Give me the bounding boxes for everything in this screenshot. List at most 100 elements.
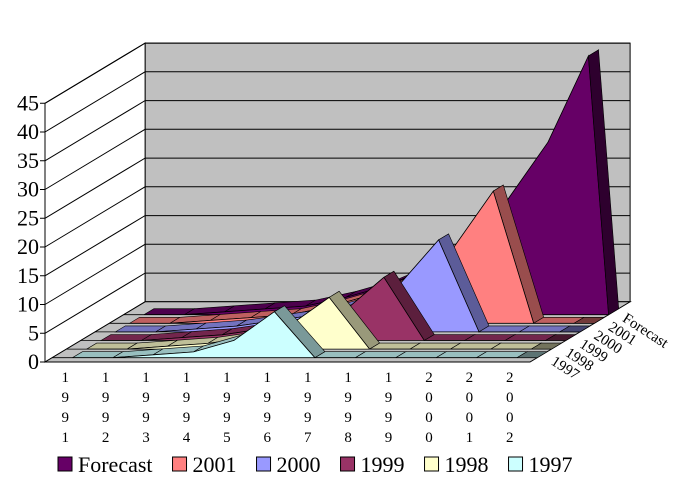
series-cap-1997 — [515, 351, 549, 359]
legend: Forecast 2001 2000 1999 1998 1997 — [57, 452, 573, 477]
x-tick-char: 0 — [425, 430, 433, 446]
x-tick-char: 9 — [223, 390, 231, 406]
legend-label: 1999 — [361, 452, 405, 477]
x-tick-char: 1 — [102, 370, 110, 386]
legend-item-Forecast: Forecast — [57, 452, 153, 477]
x-tick-char: 9 — [304, 410, 312, 426]
legend-item-1999: 1999 — [340, 452, 405, 477]
legend-label: 1998 — [445, 452, 489, 477]
x-tick-char: 9 — [61, 410, 69, 426]
x-tick-char: 0 — [425, 410, 433, 426]
x-tick-char: 1 — [142, 370, 150, 386]
x-tick-char: 8 — [344, 430, 352, 446]
x-tick-char: 9 — [183, 390, 191, 406]
gridline — [44, 215, 631, 277]
gridline — [44, 186, 631, 248]
legend-swatch — [508, 456, 524, 472]
x-tick-char: 9 — [344, 390, 352, 406]
x-tick-char: 9 — [142, 390, 150, 406]
x-tick-char: 0 — [506, 390, 514, 406]
legend-label: 1997 — [529, 452, 573, 477]
y-tick-label: 35 — [17, 148, 39, 173]
gridline — [44, 128, 631, 190]
x-tick-char: 6 — [264, 430, 272, 446]
x-tick-char: 1 — [304, 370, 312, 386]
gridline — [44, 42, 631, 104]
x-tick-char: 1 — [61, 430, 69, 446]
x-tick-char: 9 — [385, 410, 393, 426]
x-tick-char: 9 — [304, 390, 312, 406]
x-tick-char: 7 — [304, 430, 312, 446]
legend-label: Forecast — [78, 452, 153, 477]
x-tick-char: 9 — [102, 410, 110, 426]
x-tick-char: 1 — [466, 430, 474, 446]
x-tick-char: 0 — [466, 390, 474, 406]
x-tick-char: 3 — [142, 430, 150, 446]
y-tick-label: 0 — [28, 349, 39, 374]
series-front-1998 — [66, 296, 552, 350]
series-cap-1999 — [544, 334, 577, 341]
x-tick-char: 9 — [61, 390, 69, 406]
y-tick-label: 30 — [17, 177, 39, 202]
gridline — [44, 71, 631, 133]
legend-swatch — [256, 456, 272, 472]
x-tick-char: 0 — [466, 410, 474, 426]
x-tick-char: 0 — [506, 410, 514, 426]
legend-swatch — [424, 456, 440, 472]
y-tick-label: 20 — [17, 234, 39, 259]
legend-item-2000: 2000 — [256, 452, 321, 477]
legend-swatch — [57, 456, 73, 472]
x-tick-char: 5 — [223, 430, 231, 446]
legend-swatch — [172, 456, 188, 472]
series-cap-1998 — [530, 342, 563, 350]
x-tick-char: 1 — [183, 370, 191, 386]
x-tick-char: 4 — [183, 430, 191, 446]
x-tick-char: 9 — [102, 390, 110, 406]
gridline — [44, 157, 631, 219]
x-tick-char: 2 — [506, 370, 514, 386]
legend-item-2001: 2001 — [172, 452, 237, 477]
y-tick-label: 10 — [17, 292, 39, 317]
x-tick-char: 2 — [425, 370, 433, 386]
x-tick-char: 2 — [506, 430, 514, 446]
x-tick-char: 1 — [264, 370, 272, 386]
x-tick-char: 2 — [466, 370, 474, 386]
y-tick-label: 25 — [17, 205, 39, 230]
series-cap-Forecast — [588, 49, 620, 316]
x-tick-char: 1 — [344, 370, 352, 386]
x-tick-char: 9 — [223, 410, 231, 426]
legend-swatch — [340, 456, 356, 472]
x-tick-char: 1 — [223, 370, 231, 386]
x-tick-char: 9 — [344, 410, 352, 426]
legend-label: 2000 — [277, 452, 321, 477]
x-tick-char: 9 — [264, 410, 272, 426]
legend-label: 2001 — [193, 452, 237, 477]
gridline — [44, 100, 631, 162]
x-tick-char: 0 — [425, 390, 433, 406]
series-front-1997 — [52, 311, 538, 359]
series-1997 — [52, 305, 549, 359]
x-tick-char: 2 — [102, 430, 110, 446]
legend-item-1998: 1998 — [424, 452, 489, 477]
x-tick-char: 9 — [264, 390, 272, 406]
series-cap-2001 — [573, 316, 606, 324]
series-layer — [52, 49, 620, 359]
y-tick-label: 45 — [17, 90, 39, 115]
y-tick-label: 40 — [17, 119, 39, 144]
x-tick-char: 9 — [385, 430, 393, 446]
x-tick-char: 9 — [183, 410, 191, 426]
